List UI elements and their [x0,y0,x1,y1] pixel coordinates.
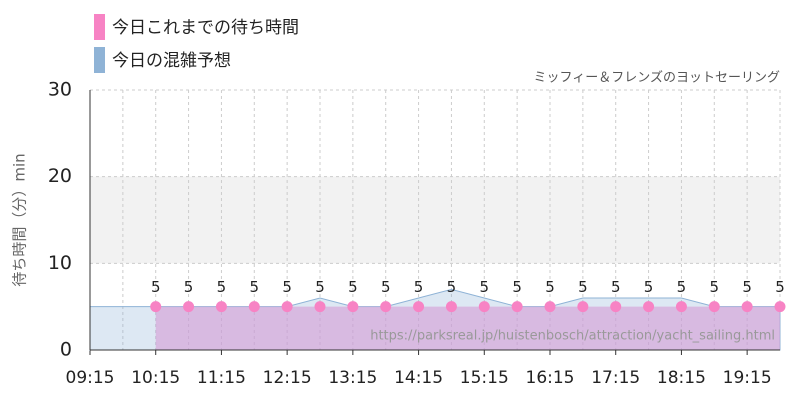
x-tick-label: 19:15 [723,368,772,388]
marker [643,301,655,313]
data-label: 5 [512,278,522,296]
data-label: 5 [710,278,720,296]
chart-subtitle: ミッフィー＆フレンズのヨットセーリング [534,70,780,86]
data-label: 5 [775,278,785,296]
data-label: 5 [282,278,292,296]
y-tick-label: 30 [48,79,72,101]
data-label: 5 [348,278,358,296]
data-label: 5 [381,278,391,296]
marker [248,301,260,313]
marker [445,301,457,313]
data-label: 5 [480,278,490,296]
data-label: 5 [578,278,588,296]
marker [183,301,195,313]
x-tick-label: 14:15 [394,368,443,388]
marker [610,301,622,313]
data-label: 5 [611,278,621,296]
data-label: 5 [151,278,161,296]
data-label: 5 [644,278,654,296]
data-label: 5 [184,278,194,296]
legend-swatch [94,14,105,40]
marker [478,301,490,313]
x-tick-label: 18:15 [657,368,706,388]
marker [741,301,753,313]
x-tick-label: 09:15 [66,368,115,388]
marker [413,301,425,313]
data-label: 5 [742,278,752,296]
data-label: 5 [250,278,260,296]
data-label: 5 [217,278,227,296]
x-tick-label: 11:15 [197,368,246,388]
x-tick-label: 17:15 [591,368,640,388]
watermark: https://parksreal.jp/huistenbosch/attrac… [370,329,775,344]
data-label: 5 [315,278,325,296]
legend-label: 今日の混雑予想 [112,51,231,71]
y-tick-label: 10 [48,252,72,274]
legend-label: 今日これまでの待ち時間 [112,18,299,38]
marker [380,301,392,313]
data-label: 5 [677,278,687,296]
y-axis-label: 待ち時間（分）min [11,153,29,286]
shaded-band [90,176,780,264]
marker [150,301,162,313]
marker [675,301,687,313]
x-tick-label: 15:15 [460,368,509,388]
marker [314,301,326,313]
marker [511,301,523,313]
marker [708,301,720,313]
marker [347,301,359,313]
marker [774,301,786,313]
data-label: 5 [414,278,424,296]
x-tick-label: 16:15 [526,368,575,388]
marker [577,301,589,313]
x-tick-label: 10:15 [131,368,180,388]
actual-area [155,306,780,350]
data-label: 5 [545,278,555,296]
y-tick-label: 20 [48,165,72,187]
legend-swatch [94,47,105,73]
data-label: 5 [447,278,457,296]
marker [215,301,227,313]
marker [281,301,293,313]
y-tick-label: 0 [60,339,72,361]
x-tick-label: 13:15 [328,368,377,388]
x-tick-label: 12:15 [263,368,312,388]
marker [544,301,556,313]
